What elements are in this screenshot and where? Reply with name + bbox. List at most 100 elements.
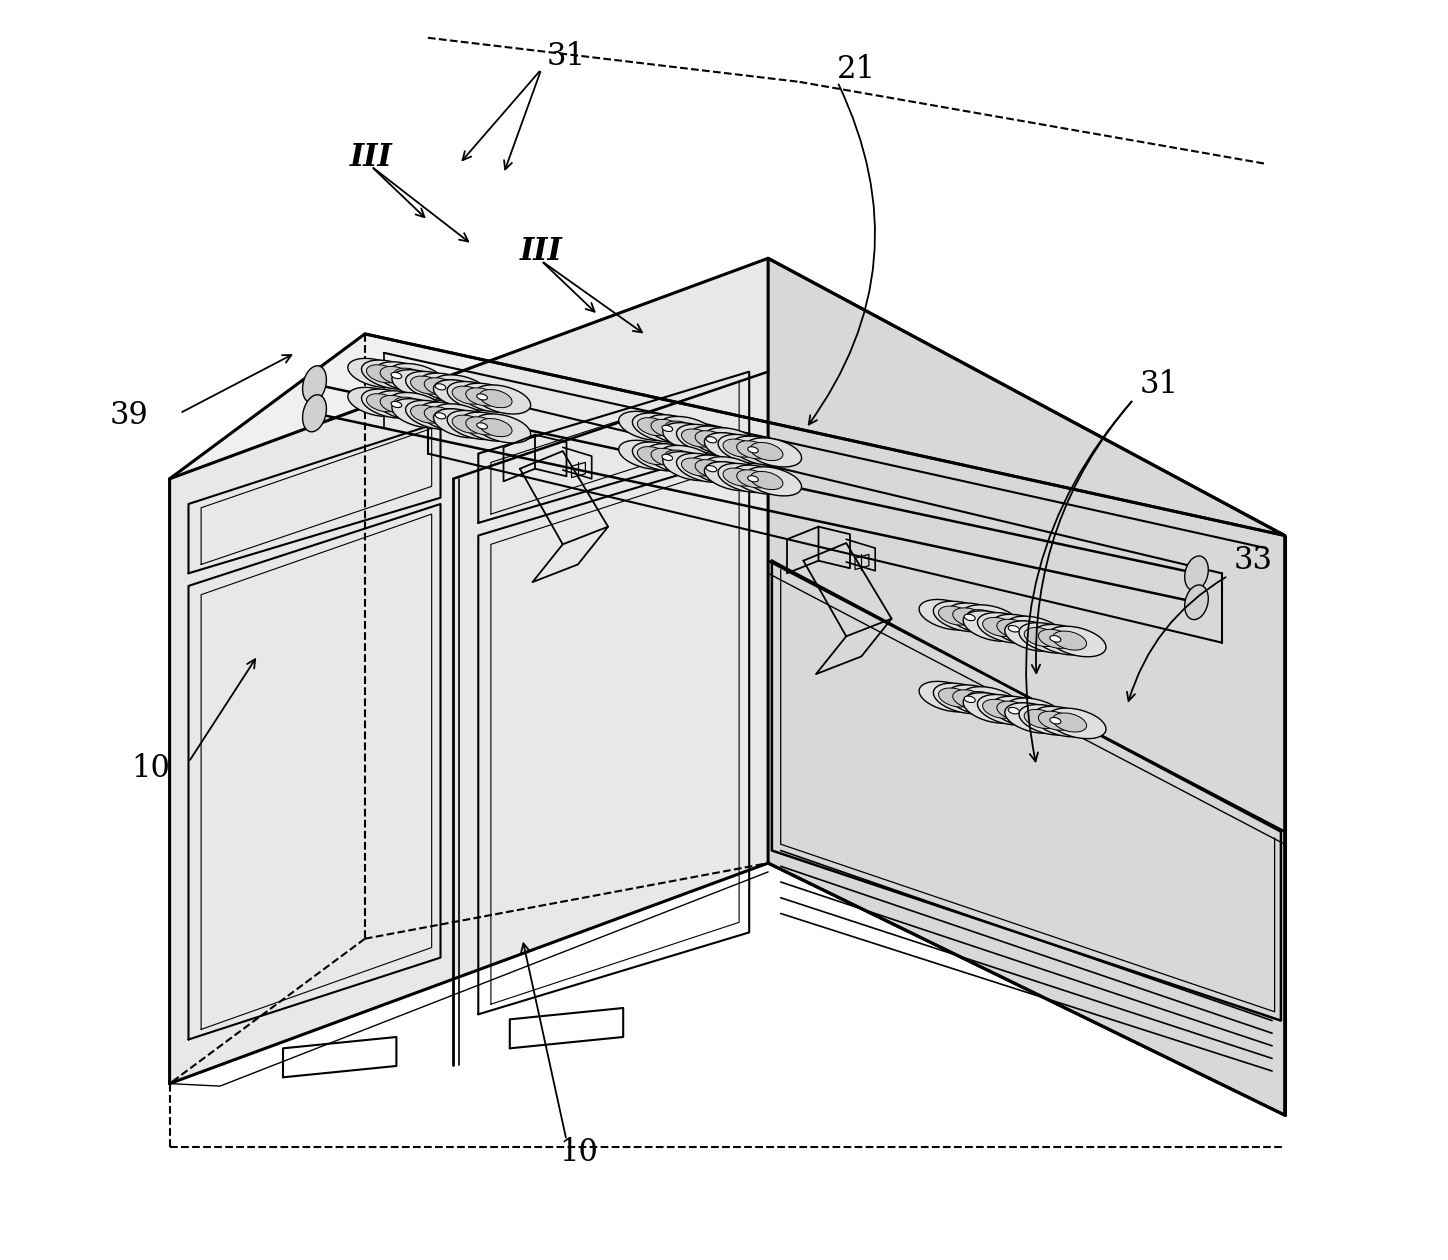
Text: 21: 21 (837, 54, 876, 84)
Ellipse shape (1019, 622, 1077, 653)
Ellipse shape (746, 437, 802, 467)
Ellipse shape (392, 398, 447, 428)
Ellipse shape (704, 461, 760, 491)
Ellipse shape (682, 457, 714, 476)
Ellipse shape (747, 447, 759, 452)
Polygon shape (767, 258, 1284, 1115)
Ellipse shape (348, 387, 404, 417)
Ellipse shape (963, 611, 1022, 641)
Ellipse shape (723, 438, 756, 457)
Text: 33: 33 (1234, 546, 1273, 576)
Ellipse shape (731, 436, 788, 465)
Ellipse shape (637, 446, 670, 465)
Ellipse shape (746, 466, 802, 496)
Ellipse shape (662, 426, 673, 431)
Ellipse shape (436, 413, 446, 418)
Ellipse shape (1047, 708, 1106, 738)
Ellipse shape (479, 418, 513, 437)
Ellipse shape (1053, 713, 1086, 732)
Text: 10: 10 (560, 1138, 598, 1168)
Ellipse shape (1024, 709, 1058, 728)
Ellipse shape (967, 692, 1001, 711)
Ellipse shape (704, 427, 760, 457)
Text: III: III (350, 142, 392, 173)
Ellipse shape (436, 384, 446, 389)
Ellipse shape (424, 407, 456, 425)
Ellipse shape (381, 367, 413, 384)
Ellipse shape (411, 375, 443, 394)
Ellipse shape (390, 392, 445, 422)
Ellipse shape (663, 422, 718, 452)
Ellipse shape (1038, 629, 1073, 649)
Ellipse shape (710, 461, 741, 480)
Ellipse shape (977, 694, 1035, 724)
Ellipse shape (963, 693, 1022, 723)
Ellipse shape (433, 408, 489, 438)
Ellipse shape (704, 456, 760, 486)
Ellipse shape (1034, 625, 1092, 655)
Ellipse shape (710, 432, 741, 451)
Ellipse shape (731, 465, 788, 494)
Ellipse shape (953, 689, 986, 709)
Ellipse shape (375, 362, 432, 391)
Ellipse shape (633, 413, 688, 442)
Ellipse shape (996, 619, 1031, 639)
Ellipse shape (1011, 621, 1045, 640)
Ellipse shape (637, 417, 670, 436)
Ellipse shape (660, 445, 715, 475)
Ellipse shape (466, 417, 498, 435)
Ellipse shape (1008, 625, 1019, 633)
Ellipse shape (919, 600, 977, 630)
Ellipse shape (964, 614, 976, 621)
Ellipse shape (394, 397, 426, 416)
Ellipse shape (433, 403, 489, 433)
Ellipse shape (676, 454, 733, 483)
Ellipse shape (476, 394, 488, 399)
Ellipse shape (348, 358, 404, 388)
Ellipse shape (1047, 626, 1106, 656)
Ellipse shape (303, 394, 326, 432)
Ellipse shape (391, 373, 401, 378)
Ellipse shape (992, 697, 1050, 727)
Ellipse shape (934, 683, 992, 713)
Ellipse shape (750, 471, 783, 490)
Ellipse shape (392, 369, 447, 399)
Ellipse shape (652, 420, 683, 437)
Ellipse shape (476, 423, 488, 428)
Ellipse shape (447, 411, 504, 440)
Ellipse shape (723, 467, 756, 486)
Ellipse shape (983, 699, 1016, 718)
Ellipse shape (452, 415, 485, 433)
Text: III: III (520, 237, 563, 267)
Ellipse shape (1034, 707, 1092, 737)
Ellipse shape (938, 606, 973, 625)
Ellipse shape (405, 372, 462, 401)
Text: 31: 31 (547, 42, 586, 72)
Ellipse shape (1019, 704, 1077, 735)
Ellipse shape (934, 601, 992, 631)
Ellipse shape (375, 391, 432, 420)
Ellipse shape (381, 396, 413, 413)
Polygon shape (169, 258, 767, 1084)
Ellipse shape (433, 374, 489, 404)
Ellipse shape (1053, 631, 1086, 650)
Ellipse shape (618, 440, 675, 470)
Ellipse shape (983, 617, 1016, 636)
Ellipse shape (1184, 585, 1208, 620)
Ellipse shape (424, 378, 456, 396)
Ellipse shape (919, 682, 977, 712)
Ellipse shape (691, 455, 746, 484)
Ellipse shape (390, 363, 445, 393)
Ellipse shape (992, 615, 1050, 645)
Text: 10: 10 (132, 753, 169, 784)
Ellipse shape (750, 442, 783, 461)
Ellipse shape (707, 466, 717, 471)
Ellipse shape (1006, 616, 1064, 646)
Ellipse shape (452, 386, 485, 404)
Ellipse shape (665, 421, 698, 440)
Text: 39: 39 (110, 401, 149, 431)
Ellipse shape (1006, 698, 1064, 728)
Ellipse shape (1024, 627, 1058, 646)
Ellipse shape (967, 610, 1001, 629)
Ellipse shape (479, 389, 513, 408)
